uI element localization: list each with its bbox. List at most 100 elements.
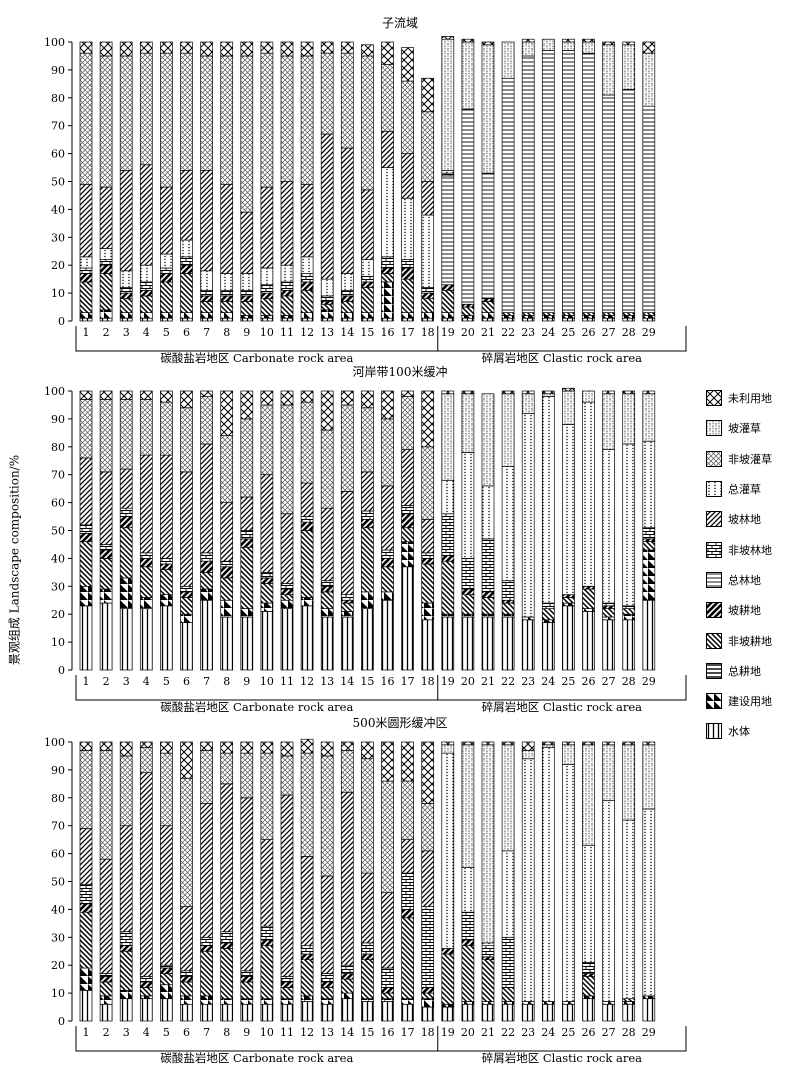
bar-segment-nonslope_shrub [260, 52, 274, 188]
x-tick-label: 23 [521, 326, 535, 339]
bar-segment-nonslope_forest [160, 558, 173, 565]
bar-segment-unused [501, 741, 515, 746]
bar-segment-nonslope_shrub [119, 399, 133, 470]
bar-segment-slope_forest [300, 183, 314, 258]
bar-segment-nonslope_forest [139, 552, 153, 559]
bar-segment-slope_crop [79, 273, 93, 283]
bar-segment-unused [622, 390, 636, 395]
bar-segment-construction [340, 992, 354, 1000]
bar-segment-nonslope_forest [160, 964, 173, 969]
bar-segment-unused [562, 387, 575, 392]
legend-label: 总林地 [728, 573, 761, 587]
bar-segment-nonslope_shrub [300, 55, 314, 185]
bar-segment-water [562, 605, 575, 671]
bar-segment-construction [541, 315, 555, 319]
bar-segment-nonslope_shrub [200, 396, 213, 445]
bar-segment-slope_forest [119, 825, 133, 933]
group-bracket [75, 1026, 687, 1052]
bar-segment-unused [260, 741, 274, 754]
bar-segment-slope_crop [139, 558, 153, 568]
bar-segment-unused [220, 41, 234, 57]
bar-segment-nonslope_crop [501, 312, 515, 316]
bar-segment-nonslope_forest [79, 524, 93, 534]
bar-segment-slope_crop [280, 588, 294, 596]
bar-segment-construction [461, 613, 475, 618]
legend-swatch-slope_shrub [706, 420, 722, 437]
bar-segment-unused [99, 741, 113, 751]
x-tick-label: 19 [441, 675, 455, 688]
bar-segment-slope_crop [79, 903, 93, 913]
bar-segment-nonslope_crop [381, 273, 394, 283]
bar-segment-construction [240, 608, 254, 618]
x-tick-label: 16 [381, 1026, 395, 1039]
legend-swatch-slope_crop [706, 602, 722, 619]
legend-label: 未利用地 [728, 392, 772, 406]
bar-segment-construction [320, 608, 334, 618]
x-tick-label: 26 [582, 1026, 596, 1039]
bar-segment-slope_crop [461, 588, 475, 596]
x-tick-label: 14 [340, 1026, 354, 1039]
bar-segment-construction [602, 1001, 615, 1005]
bar-segment-nonslope_crop [200, 301, 213, 313]
bar-segment-slope_crop [361, 953, 374, 960]
bar-segment-slope_crop [220, 295, 234, 302]
legend-swatch-total_crop [706, 662, 722, 679]
bar-segment-nonslope_crop [320, 303, 334, 311]
bar-segment-slope_forest [361, 872, 374, 944]
bar-segment-nonslope_shrub [160, 401, 173, 456]
bar-segment-water [180, 1003, 193, 1022]
bar-segment-slope_crop [180, 264, 193, 274]
bar-segment-slope_crop [381, 267, 394, 274]
bar-segment-construction [622, 613, 636, 621]
bar-segment-water [280, 317, 294, 322]
bar-segment-water [119, 608, 133, 671]
bar-segment-construction [119, 577, 133, 609]
bar-segment-total_shrub [541, 396, 555, 604]
legend-swatch-nonslope_crop [706, 632, 722, 649]
bar-segment-unused [200, 390, 213, 397]
bar-segment-water [200, 1003, 213, 1022]
bar-segment-slope_shrub [562, 744, 575, 765]
bar-segment-nonslope_shrub [260, 404, 274, 476]
y-tick-label: 10 [51, 636, 65, 649]
bar-segment-unused [602, 741, 615, 746]
bar-segment-unused [622, 741, 636, 746]
y-tick-label: 0 [58, 664, 65, 677]
x-tick-label: 16 [381, 675, 395, 688]
bar-segment-slope_crop [401, 267, 414, 280]
bar-segment-construction [300, 995, 314, 1002]
bar-segment-slope_shrub [521, 393, 535, 414]
bar-segment-nonslope_crop [280, 594, 294, 601]
y-tick-label: 80 [51, 792, 65, 805]
bar-segment-unused [79, 741, 93, 751]
bar-segment-unused [622, 41, 636, 46]
x-tick-label: 17 [401, 326, 415, 339]
bar-segment-water [521, 1003, 535, 1022]
x-tick-label: 27 [602, 1026, 616, 1039]
legend-item-total_crop: 总耕地 [706, 656, 798, 686]
bar-segment-nonslope_crop [139, 295, 153, 313]
bar-segment-nonslope_forest [220, 931, 234, 944]
bar-segment-total_shrub [280, 264, 294, 283]
bar-segment-water [622, 619, 636, 671]
bar-segment-unused [260, 41, 274, 54]
bar-segment-construction [541, 619, 555, 623]
bar-segment-nonslope_shrub [361, 55, 374, 191]
bar-segment-nonslope_crop [260, 945, 274, 1000]
bar-segment-water [562, 317, 575, 322]
legend-item-slope_crop: 坡耕地 [706, 595, 798, 625]
bar-segment-total_forest [622, 89, 636, 313]
bar-segment-nonslope_shrub [361, 758, 374, 874]
bar-segment-nonslope_forest [381, 967, 394, 988]
bar-segment-slope_crop [300, 953, 314, 960]
bar-segment-nonslope_forest [622, 605, 636, 609]
bar-segment-nonslope_shrub [340, 750, 354, 793]
bar-segment-total_shrub [260, 267, 274, 286]
bar-segment-slope_crop [562, 594, 575, 598]
bar-segment-slope_forest [340, 491, 354, 596]
group-label-clastic: 碎屑岩地区 Clastic rock area [482, 1051, 642, 1065]
bar-segment-total_shrub [200, 270, 213, 291]
bar-segment-slope_forest [119, 468, 133, 509]
bar-segment-nonslope_shrub [401, 396, 414, 450]
bar-segment-water [481, 1003, 495, 1022]
